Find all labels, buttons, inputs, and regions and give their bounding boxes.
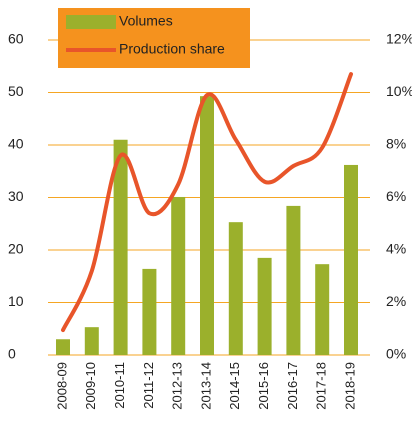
legend-swatch <box>66 15 116 29</box>
y-tick-label: 60 <box>8 31 24 47</box>
legend-label: Volumes <box>119 13 173 29</box>
bar <box>142 268 157 355</box>
y-tick-label: 10 <box>8 293 24 309</box>
bar <box>56 339 70 355</box>
y2-tick-label: 10% <box>386 83 412 99</box>
x-tick-label: 2008-09 <box>54 362 69 410</box>
bar <box>344 164 358 355</box>
y-tick-label: 20 <box>8 241 24 257</box>
x-tick-label: 2010-11 <box>112 362 127 409</box>
x-tick-label: 2014-15 <box>227 362 242 410</box>
bar <box>113 139 128 355</box>
bar <box>228 222 243 355</box>
y-tick-label: 50 <box>8 83 24 99</box>
bar <box>257 257 272 355</box>
x-tick-label: 2018-19 <box>342 362 357 410</box>
y-tick-label: 30 <box>8 188 24 204</box>
y2-tick-label: 6% <box>386 188 406 204</box>
y2-tick-label: 2% <box>386 293 406 309</box>
x-tick-label: 2011-12 <box>141 362 156 409</box>
x-tick-label: 2013-14 <box>198 362 213 410</box>
legend: Volumes Production share <box>58 8 250 68</box>
y-tick-label: 40 <box>8 136 24 152</box>
y-tick-label: 0 <box>8 346 16 362</box>
y2-tick-label: 0% <box>386 346 406 362</box>
bar <box>286 205 301 355</box>
bar <box>200 96 214 356</box>
x-tick-label: 2017-18 <box>314 362 329 410</box>
x-tick-label: 2009-10 <box>83 362 98 410</box>
x-tick-label: 2015-16 <box>256 362 271 410</box>
legend-label: Production share <box>119 41 225 57</box>
bar <box>315 264 330 355</box>
line <box>61 72 353 333</box>
y2-tick-label: 12% <box>386 31 412 47</box>
x-tick-label: 2016-17 <box>285 362 300 410</box>
bar <box>84 327 99 355</box>
y2-tick-label: 8% <box>386 136 406 152</box>
x-tick-label: 2012-13 <box>170 362 185 410</box>
y2-tick-label: 4% <box>386 241 406 257</box>
bar <box>171 196 186 355</box>
